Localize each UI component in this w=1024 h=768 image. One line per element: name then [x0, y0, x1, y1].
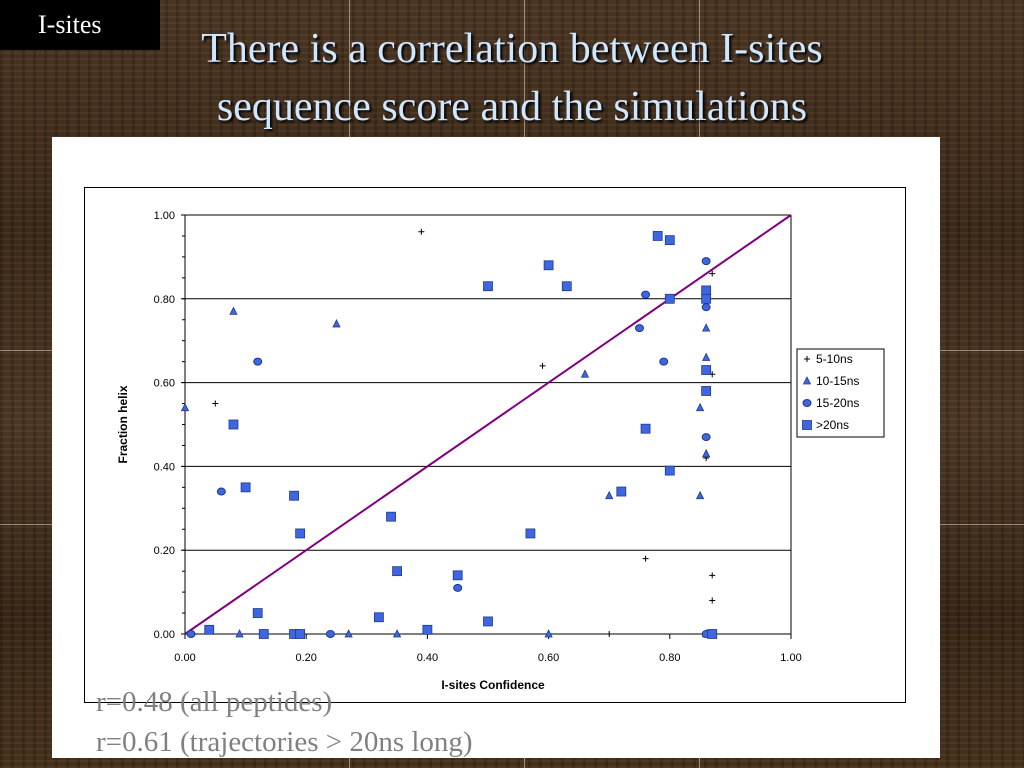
data-point-triangle — [702, 448, 711, 458]
data-point-square — [295, 528, 306, 539]
data-point-diamond — [641, 290, 651, 299]
chart-panel — [52, 137, 940, 758]
data-point-square — [707, 629, 718, 639]
data-point-triangle — [695, 402, 705, 412]
correlation-caption-long: r=0.61 (trajectories > 20ns long) — [96, 726, 473, 758]
y-tick-label: 0.80 — [154, 294, 175, 306]
data-point-triangle — [235, 629, 244, 638]
x-tick-label: 0.60 — [538, 652, 559, 664]
data-point-triangle — [702, 323, 711, 332]
data-point-triangle — [332, 319, 341, 328]
x-tick-label: 0.20 — [295, 652, 316, 664]
data-point-plus — [709, 572, 716, 579]
reference-line — [184, 214, 792, 635]
data-point-square — [701, 285, 712, 296]
data-point-square — [392, 566, 403, 577]
section-tag: I-sites — [0, 0, 160, 50]
data-point-square — [374, 612, 384, 623]
data-point-square — [640, 423, 651, 434]
slide-title-line-2: sequence score and the simulations — [216, 84, 808, 130]
y-tick-label: 0.60 — [154, 378, 175, 390]
data-point-square — [295, 629, 306, 639]
data-point-diamond — [453, 583, 463, 592]
data-point-square — [258, 629, 269, 639]
data-point-diamond — [325, 630, 335, 638]
legend-marker-triangle — [802, 376, 812, 385]
data-point-square — [252, 608, 263, 618]
data-point-square — [483, 616, 493, 627]
data-point-plus — [642, 555, 649, 562]
data-point-triangle — [702, 352, 711, 361]
data-point-diamond — [701, 433, 711, 442]
data-point-diamond — [701, 303, 711, 312]
slide-title-line-1: There is a correlation between I-sites — [201, 26, 823, 72]
data-point-square — [664, 465, 675, 476]
data-point-square — [561, 281, 572, 292]
y-tick-label: 0.20 — [154, 545, 175, 557]
correlation-caption-all: r=0.48 (all peptides) — [96, 686, 333, 718]
data-point-square — [422, 624, 433, 635]
legend-marker-plus — [804, 356, 810, 362]
data-point-square — [240, 482, 251, 493]
data-point-square — [543, 260, 554, 271]
data-point-square — [289, 490, 299, 501]
x-tick-label: 0.80 — [659, 652, 680, 664]
data-point-plus — [606, 631, 613, 637]
data-point-square — [664, 293, 675, 304]
data-point-square — [701, 386, 712, 396]
data-point-diamond — [216, 487, 226, 496]
data-point-diamond — [253, 357, 263, 366]
data-point-triangle — [580, 369, 590, 378]
x-tick-label: 1.00 — [780, 652, 801, 664]
data-point-triangle — [605, 490, 614, 500]
data-point-triangle — [344, 629, 353, 638]
legend-label: 15-20ns — [816, 396, 859, 410]
data-point-diamond — [701, 257, 711, 266]
y-tick-label: 0.00 — [154, 629, 175, 641]
chart-frame — [84, 187, 906, 703]
data-point-diamond — [186, 630, 196, 638]
x-tick-label: 0.40 — [417, 652, 438, 664]
data-point-triangle — [695, 490, 705, 500]
data-point-square — [452, 570, 463, 581]
data-point-triangle — [229, 306, 238, 315]
data-point-square — [652, 231, 663, 241]
data-point-plus — [709, 597, 716, 604]
legend-marker-square — [802, 420, 812, 430]
data-point-square — [228, 419, 239, 430]
y-tick-label: 0.40 — [154, 461, 175, 473]
data-point-plus — [709, 270, 716, 277]
data-point-diamond — [635, 324, 644, 333]
data-point-square — [525, 528, 536, 539]
legend-marker-diamond — [802, 399, 812, 407]
y-axis-label: Fraction helix — [116, 385, 130, 463]
legend-label: >20ns — [816, 418, 849, 432]
data-point-square — [483, 281, 493, 292]
legend-label: 10-15ns — [816, 374, 859, 388]
y-tick-label: 1.00 — [154, 210, 175, 222]
data-point-square — [701, 365, 712, 375]
data-point-triangle — [180, 402, 190, 412]
slide-title: There is a correlation between I-sites s… — [40, 20, 984, 136]
data-point-square — [204, 624, 215, 635]
data-point-plus — [418, 228, 425, 235]
data-point-square — [386, 511, 396, 522]
data-point-triangle — [544, 629, 553, 638]
data-point-square — [701, 293, 712, 304]
x-tick-label: 0.00 — [174, 652, 195, 664]
x-axis-label: I-sites Confidence — [441, 678, 545, 692]
data-point-plus — [539, 362, 546, 369]
data-point-plus — [212, 400, 219, 407]
data-point-square — [616, 486, 627, 497]
legend-label: 5-10ns — [816, 352, 853, 366]
data-point-diamond — [659, 357, 669, 366]
data-point-square — [664, 235, 675, 246]
data-point-triangle — [392, 629, 402, 638]
